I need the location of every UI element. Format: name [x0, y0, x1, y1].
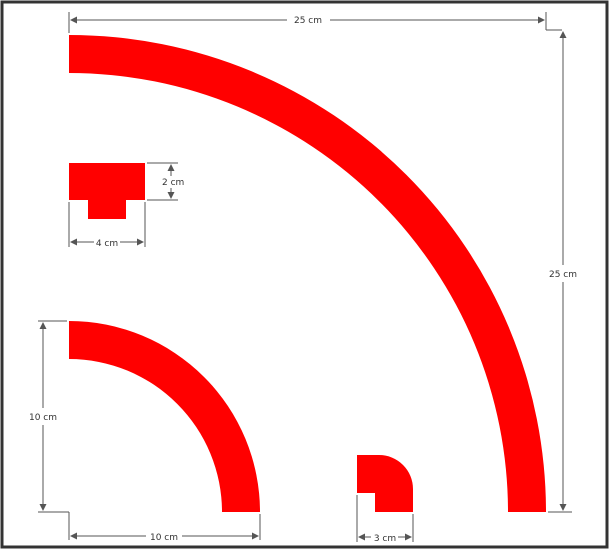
t-profile-section: [69, 163, 145, 219]
medium-arc-band: [69, 321, 260, 512]
small-arc-piece: [357, 455, 413, 512]
dimension-profile-width: 4 cm: [68, 202, 146, 249]
medium-arc-width-label: 10 cm: [150, 533, 178, 543]
dimension-medium-arc-width: 10 cm: [70, 514, 261, 543]
dimension-small-arc-width: 3 cm: [356, 495, 414, 544]
large-arc-band: [69, 35, 546, 512]
large-arc-width-label: 25 cm: [294, 16, 322, 26]
dimension-large-arc-height: 25 cm: [546, 29, 577, 513]
medium-arc-height-label: 10 cm: [29, 413, 57, 423]
small-arc-width-label: 3 cm: [374, 534, 396, 544]
profile-width-label: 4 cm: [96, 239, 118, 249]
dimension-large-arc-width: 25 cm: [68, 12, 547, 33]
dimension-profile-height: 2 cm: [147, 162, 184, 201]
large-arc-height-label: 25 cm: [549, 270, 577, 280]
dimension-medium-arc-height: 10 cm: [29, 320, 70, 540]
profile-height-label: 2 cm: [162, 178, 184, 188]
